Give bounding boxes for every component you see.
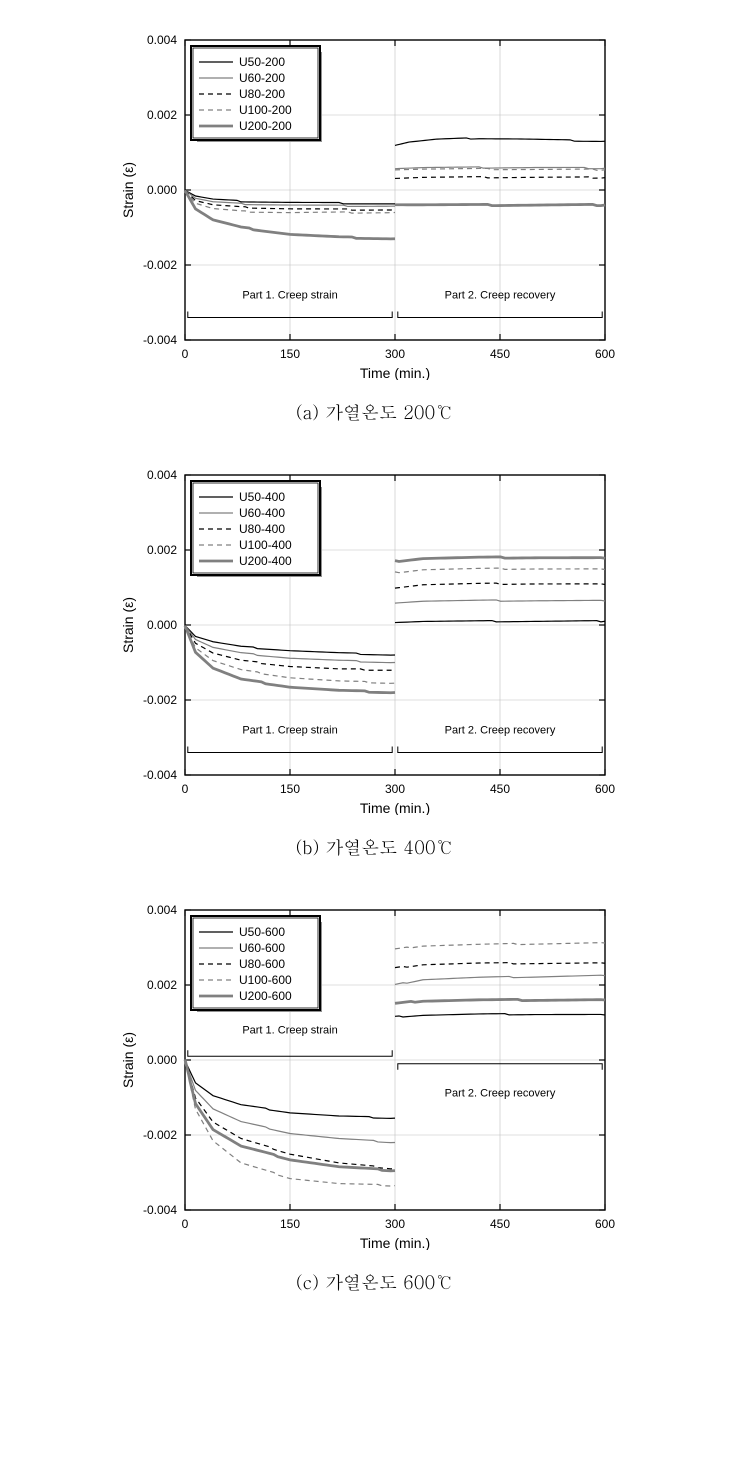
svg-text:150: 150	[279, 1217, 299, 1231]
svg-text:-0.004: -0.004	[142, 333, 176, 347]
series-s200-recovery	[395, 204, 605, 205]
svg-text:0.002: 0.002	[146, 978, 176, 992]
part2-label: Part 2. Creep recovery	[444, 1088, 555, 1100]
svg-text:600: 600	[594, 782, 614, 796]
part2-label: Part 2. Creep recovery	[444, 725, 555, 737]
chart-canvas: 0 150 300 450 600 -0.004 -0.002 0.000 0.002 0.004…	[115, 20, 635, 380]
svg-text:0.000: 0.000	[146, 618, 176, 632]
svg-text:0: 0	[181, 1217, 188, 1231]
legend-item: U200-400	[239, 554, 292, 568]
y-axis-label: Strain (ε)	[120, 597, 136, 653]
svg-text:300: 300	[384, 782, 404, 796]
chart-block: 0 150 300 450 600 -0.004 -0.002 0.000 0.002 0.004…	[20, 455, 729, 860]
legend-item: U200-600	[239, 989, 292, 1003]
legend-item: U80-200	[239, 87, 285, 101]
svg-text:-0.004: -0.004	[142, 1203, 176, 1217]
part1-label: Part 1. Creep strain	[242, 290, 337, 302]
svg-text:450: 450	[489, 1217, 509, 1231]
svg-text:0.004: 0.004	[146, 33, 176, 47]
chart-block: 0 150 300 450 600 -0.004 -0.002 0.000 0.002 0.004…	[20, 890, 729, 1295]
part1-label: Part 1. Creep strain	[242, 1025, 337, 1037]
legend-item: U50-400	[239, 490, 285, 504]
svg-text:300: 300	[384, 1217, 404, 1231]
svg-text:450: 450	[489, 347, 509, 361]
svg-text:300: 300	[384, 347, 404, 361]
strain-time-chart: 0 150 300 450 600 -0.004 -0.002 0.000 0.002 0.004…	[115, 455, 635, 815]
part1-label: Part 1. Creep strain	[242, 725, 337, 737]
legend-item: U100-400	[239, 538, 292, 552]
strain-time-chart: 0 150 300 450 600 -0.004 -0.002 0.000 0.002 0.004…	[115, 890, 635, 1250]
chart-caption: (a) 가열온도 200℃	[296, 400, 453, 425]
y-axis-label: Strain (ε)	[120, 1032, 136, 1088]
legend-item: U50-600	[239, 925, 285, 939]
svg-text:0.004: 0.004	[146, 903, 176, 917]
svg-text:-0.004: -0.004	[142, 768, 176, 782]
svg-text:0.000: 0.000	[146, 1053, 176, 1067]
chart-caption: (c) 가열온도 600℃	[296, 1270, 453, 1295]
svg-text:-0.002: -0.002	[142, 258, 176, 272]
legend-item: U50-200	[239, 55, 285, 69]
svg-text:600: 600	[594, 347, 614, 361]
legend-item: U200-200	[239, 119, 292, 133]
part2-label: Part 2. Creep recovery	[444, 290, 555, 302]
legend-item: U60-400	[239, 506, 285, 520]
legend-item: U60-200	[239, 71, 285, 85]
svg-text:0.004: 0.004	[146, 468, 176, 482]
chart-canvas: 0 150 300 450 600 -0.004 -0.002 0.000 0.002 0.004…	[115, 455, 635, 815]
chart-caption: (b) 가열온도 400℃	[295, 835, 453, 860]
svg-text:-0.002: -0.002	[142, 693, 176, 707]
svg-text:450: 450	[489, 782, 509, 796]
x-axis-label: Time (min.)	[359, 365, 429, 380]
chart-canvas: 0 150 300 450 600 -0.004 -0.002 0.000 0.002 0.004…	[115, 890, 635, 1250]
strain-time-chart: 0 150 300 450 600 -0.004 -0.002 0.000 0.002 0.004…	[115, 20, 635, 380]
chart-block: 0 150 300 450 600 -0.004 -0.002 0.000 0.002 0.004…	[20, 20, 729, 425]
svg-text:-0.002: -0.002	[142, 1128, 176, 1142]
svg-text:0.002: 0.002	[146, 108, 176, 122]
svg-text:0.000: 0.000	[146, 183, 176, 197]
svg-text:0: 0	[181, 347, 188, 361]
legend-item: U80-600	[239, 957, 285, 971]
svg-text:0: 0	[181, 782, 188, 796]
svg-text:600: 600	[594, 1217, 614, 1231]
legend-item: U100-600	[239, 973, 292, 987]
svg-text:150: 150	[279, 782, 299, 796]
svg-text:0.002: 0.002	[146, 543, 176, 557]
svg-text:150: 150	[279, 347, 299, 361]
legend-item: U80-400	[239, 522, 285, 536]
x-axis-label: Time (min.)	[359, 800, 429, 815]
legend-item: U60-600	[239, 941, 285, 955]
x-axis-label: Time (min.)	[359, 1235, 429, 1250]
legend-item: U100-200	[239, 103, 292, 117]
y-axis-label: Strain (ε)	[120, 162, 136, 218]
